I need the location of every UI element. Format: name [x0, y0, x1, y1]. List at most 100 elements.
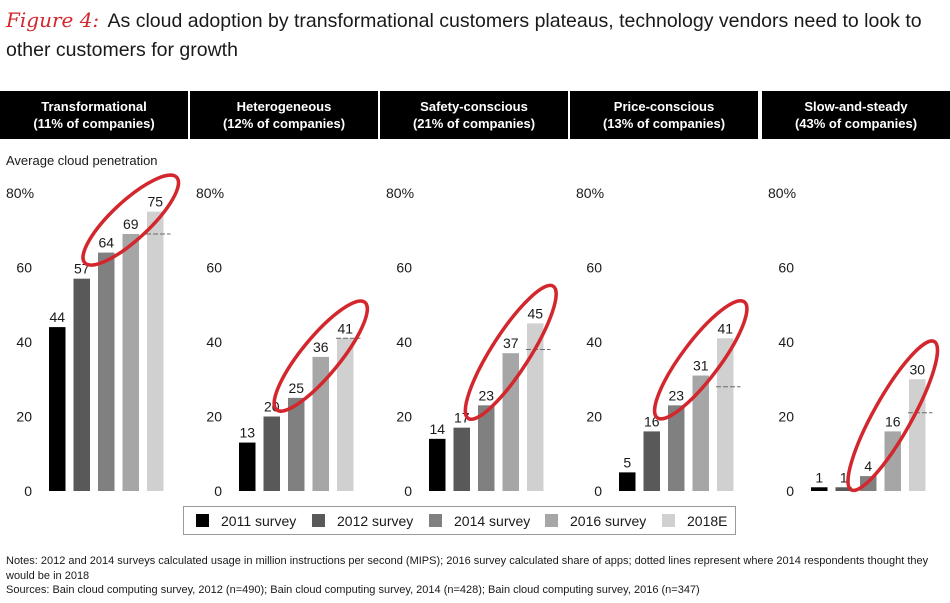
legend-label: 2011 survey [221, 512, 297, 529]
header-safety-conscious: Safety-conscious (21% of companies) [380, 91, 568, 139]
data-label: 1 [815, 469, 823, 485]
data-label: 44 [49, 309, 65, 325]
y-tick-label: 40 [396, 334, 412, 350]
legend-item-2014: 2014 survey [429, 507, 530, 534]
y-tick-label: 0 [24, 483, 32, 499]
data-label: 45 [527, 305, 543, 321]
y-tick-label: 60 [396, 260, 412, 276]
bar-2012-survey [263, 416, 280, 491]
legend-swatch-2014 [429, 514, 442, 527]
bar-2011-survey [239, 442, 256, 491]
figure-title-text: As cloud adoption by transformational cu… [6, 10, 922, 61]
bar-2014-survey [288, 397, 305, 491]
legend-swatch-2016 [545, 514, 558, 527]
header-transformational: Transformational (11% of companies) [0, 91, 188, 139]
bar-2014-survey [98, 252, 115, 491]
legend-swatch-2012 [312, 514, 325, 527]
bar-2012-survey [453, 427, 470, 491]
data-label: 64 [98, 235, 114, 251]
header-share: (11% of companies) [33, 116, 155, 131]
figure-title: Figure 4: As cloud adoption by transform… [6, 6, 941, 65]
y-tick-label: 60 [206, 260, 222, 276]
y-tick-label: 80% [768, 185, 796, 201]
bar-2011-survey [49, 327, 66, 491]
data-label: 5 [623, 454, 631, 470]
legend-label: 2012 survey [337, 512, 414, 529]
legend-item-2018e: 2018E [662, 507, 727, 534]
notes: Notes: 2012 and 2014 surveys calculated … [6, 554, 941, 598]
header-share: (43% of companies) [794, 116, 918, 131]
legend-label: 2016 survey [570, 512, 647, 529]
header-heterogeneous: Heterogeneous (12% of companies) [190, 91, 378, 139]
y-tick-label: 20 [16, 409, 32, 425]
bar-2018e [337, 338, 354, 491]
data-label: 37 [503, 335, 519, 351]
notes-line: Notes: 2012 and 2014 surveys calculated … [6, 555, 929, 582]
data-label: 75 [147, 194, 163, 210]
y-tick-label: 20 [778, 409, 794, 425]
highlight-circle [846, 339, 940, 493]
y-axis-label: Average cloud penetration [6, 153, 158, 168]
highlight-circle [81, 173, 181, 267]
header-share: (12% of companies) [222, 116, 346, 131]
header-name: Safety-conscious [420, 99, 528, 114]
bar-2018e [147, 211, 164, 491]
header-share: (13% of companies) [602, 116, 726, 131]
data-label: 69 [123, 216, 139, 232]
y-tick-label: 20 [586, 409, 602, 425]
sources-line: Sources: Bain cloud computing survey, 20… [6, 584, 700, 596]
y-tick-label: 40 [206, 334, 222, 350]
y-tick-label: 80% [6, 185, 34, 201]
legend-swatch-2011 [196, 514, 209, 527]
legend-item-2016: 2016 survey [545, 507, 646, 534]
highlight-circle [463, 283, 558, 422]
bar-2016-survey [692, 375, 709, 491]
y-tick-label: 0 [404, 483, 412, 499]
bar-2012-survey [643, 431, 660, 491]
bar-2018e [717, 338, 734, 491]
y-tick-label: 80% [386, 185, 414, 201]
y-tick-label: 60 [16, 260, 32, 276]
legend: 2011 survey 2012 survey 2014 survey 2016… [183, 506, 736, 535]
header-price-conscious: Price-conscious (13% of companies) [570, 91, 758, 139]
data-label: 36 [313, 339, 329, 355]
data-label: 41 [337, 320, 353, 336]
header-share: (21% of companies) [412, 116, 536, 131]
y-tick-label: 20 [206, 409, 222, 425]
data-label: 14 [429, 421, 445, 437]
data-label: 31 [693, 358, 709, 374]
y-tick-label: 40 [586, 334, 602, 350]
y-tick-label: 60 [586, 260, 602, 276]
header-name: Transformational [41, 99, 147, 114]
segment-headers: Transformational (11% of companies) Hete… [0, 91, 950, 139]
y-tick-label: 60 [778, 260, 794, 276]
bar-2011-survey [811, 487, 828, 491]
legend-swatch-2018e [662, 514, 675, 527]
bar-2011-survey [429, 438, 446, 491]
bar-2012-survey [73, 278, 90, 491]
legend-item-2011: 2011 survey [196, 507, 296, 534]
data-label: 13 [239, 425, 255, 441]
legend-item-2012: 2012 survey [312, 507, 413, 534]
data-label: 16 [885, 413, 901, 429]
highlight-circle [652, 299, 749, 421]
data-label: 41 [717, 320, 733, 336]
bar-2011-survey [619, 472, 636, 491]
data-label: 1 [840, 469, 848, 485]
figure-label: Figure 4: [6, 8, 100, 32]
header-name: Heterogeneous [236, 99, 332, 114]
bar-2012-survey [835, 487, 852, 491]
header-slow-and-steady: Slow-and-steady (43% of companies) [762, 91, 950, 139]
data-label: 30 [909, 361, 925, 377]
bar-2016-survey [122, 233, 139, 491]
bar-2018e [527, 323, 544, 491]
data-label: 4 [864, 458, 872, 474]
highlight-circle [272, 299, 370, 413]
bar-2014-survey [668, 405, 685, 491]
y-tick-label: 40 [16, 334, 32, 350]
y-tick-label: 20 [396, 409, 412, 425]
y-tick-label: 0 [214, 483, 222, 499]
data-label: 25 [288, 380, 304, 396]
y-tick-label: 0 [786, 483, 794, 499]
